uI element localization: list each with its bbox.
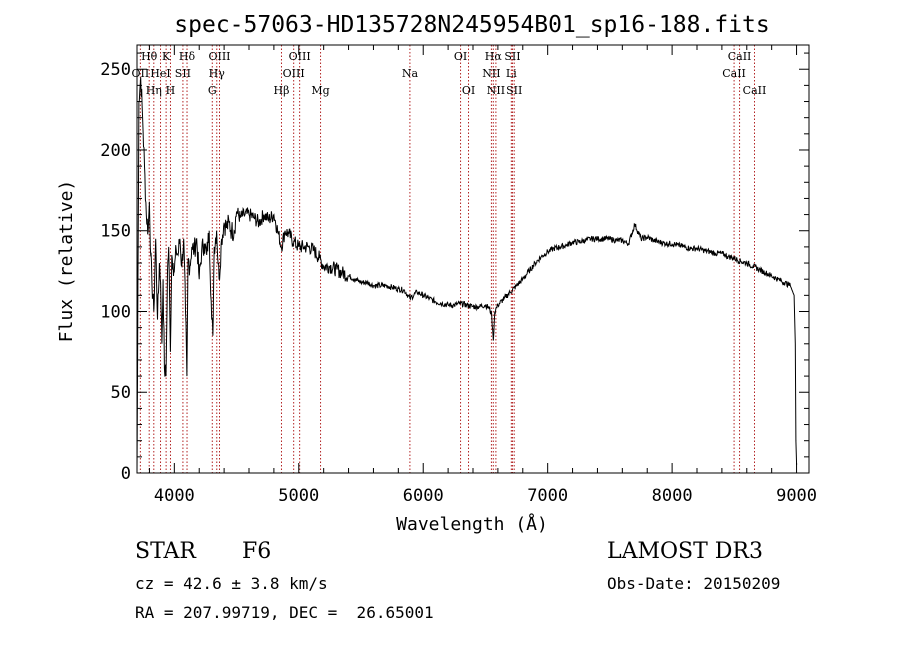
ra-dec-coordinates: RA = 207.99719, DEC = 26.65001: [135, 603, 434, 622]
x-tick-label: 6000: [403, 486, 444, 506]
flux-series-line: [136, 77, 798, 474]
x-tick-label: 5000: [278, 486, 319, 506]
x-tick-label: 4000: [154, 486, 195, 506]
y-axis-label: Flux (relative): [56, 180, 77, 343]
line-label-23: SII: [506, 84, 522, 97]
line-label-7: Hδ: [179, 50, 196, 63]
y-tick-label: 250: [100, 60, 131, 80]
line-label-3: HeI: [150, 67, 170, 80]
line-label-13: OIII: [289, 50, 311, 63]
y-tick-label: 200: [100, 141, 131, 161]
chart-title: spec-57063-HD135728N245954B01_sp16-188.f…: [174, 12, 769, 38]
survey-name: LAMOST DR3: [607, 539, 763, 564]
y-tick-label: 100: [100, 302, 131, 322]
line-label-17: OI: [462, 84, 475, 97]
line-label-18: NII: [482, 67, 500, 80]
line-label-6: SII: [175, 67, 191, 80]
line-label-21: SII: [504, 50, 520, 63]
line-label-1: Hθ: [141, 50, 158, 63]
line-label-4: K: [162, 50, 171, 63]
spectrum-chart: spec-57063-HD135728N245954B01_sp16-188.f…: [56, 12, 817, 535]
object-subclass: F6: [242, 539, 272, 564]
spectral-line-markers: [139, 45, 755, 473]
observation-date: Obs-Date: 20150209: [607, 574, 781, 593]
y-tick-label: 0: [121, 464, 131, 484]
y-tick-label: 50: [111, 383, 131, 403]
line-label-16: OI: [454, 50, 467, 63]
y-axis-ticks: 0 50 100 150 200 250: [100, 52, 809, 484]
line-label-24: CaII: [722, 67, 746, 80]
line-label-20: NII: [487, 84, 505, 97]
line-label-9: Hγ: [209, 67, 226, 80]
line-label-22: Li: [506, 67, 517, 80]
redshift-cz: cz = 42.6 ± 3.8 km/s: [135, 574, 328, 593]
x-tick-label: 8000: [652, 486, 693, 506]
x-axis-label: Wavelength (Å): [396, 513, 548, 535]
line-label-15: Na: [402, 67, 419, 80]
line-label-26: CaII: [743, 84, 767, 97]
line-label-19: Hα: [485, 50, 503, 63]
spectral-line-labels: OII Hθ Hη HeI K H SII Hδ G Hγ OIII Hβ OIII OIII Mg Na OI…: [132, 50, 767, 97]
y-tick-label: 150: [100, 222, 131, 242]
line-label-25: CaII: [728, 50, 752, 63]
line-label-12: OIII: [283, 67, 305, 80]
x-axis-ticks: 4000 5000 6000 7000 8000 9000: [148, 45, 817, 506]
line-label-10: OIII: [208, 50, 230, 63]
line-label-2: Hη: [146, 84, 162, 97]
plot-frame: [136, 44, 810, 474]
line-label-14: Mg: [311, 84, 329, 97]
line-label-0: OII: [132, 67, 150, 80]
line-label-8: G: [208, 84, 217, 97]
x-tick-label: 9000: [776, 486, 817, 506]
x-tick-label: 7000: [527, 486, 568, 506]
line-label-5: H: [166, 84, 176, 97]
line-label-11: Hβ: [274, 84, 290, 97]
object-class: STAR: [135, 539, 196, 564]
